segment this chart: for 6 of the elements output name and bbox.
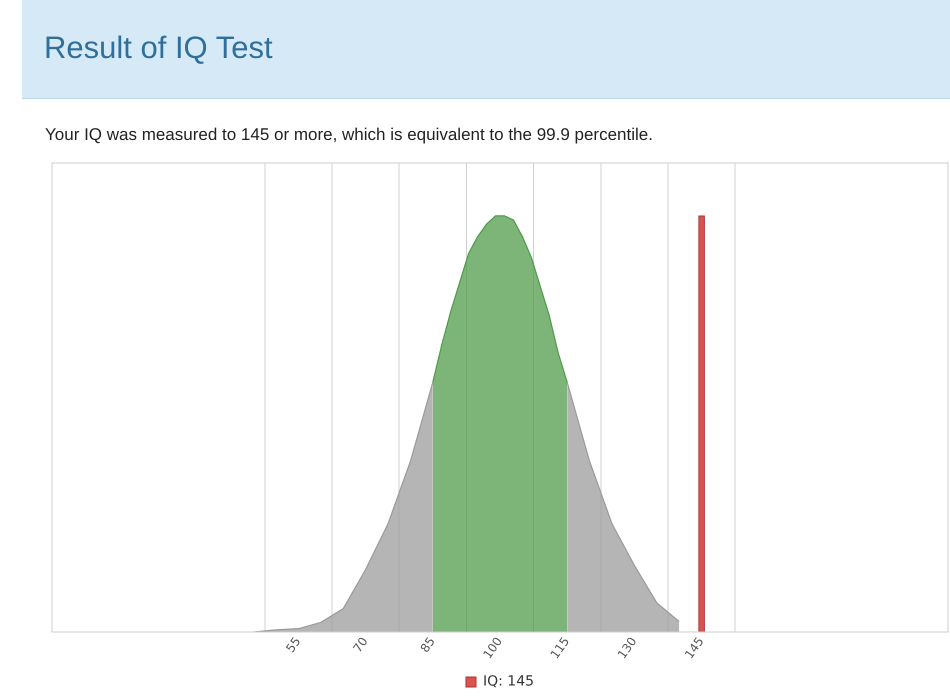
chart-title: Result of IQ Test bbox=[44, 30, 273, 66]
x-tick-label: 55 bbox=[283, 634, 304, 656]
x-tick-label: 70 bbox=[350, 634, 371, 656]
legend-label: IQ: 145 bbox=[482, 674, 534, 690]
x-tick-label: 85 bbox=[418, 634, 438, 656]
chart-subtitle: Your IQ was measured to 145 or more, which is equivalent to the 99.9 percentile. bbox=[45, 125, 653, 145]
